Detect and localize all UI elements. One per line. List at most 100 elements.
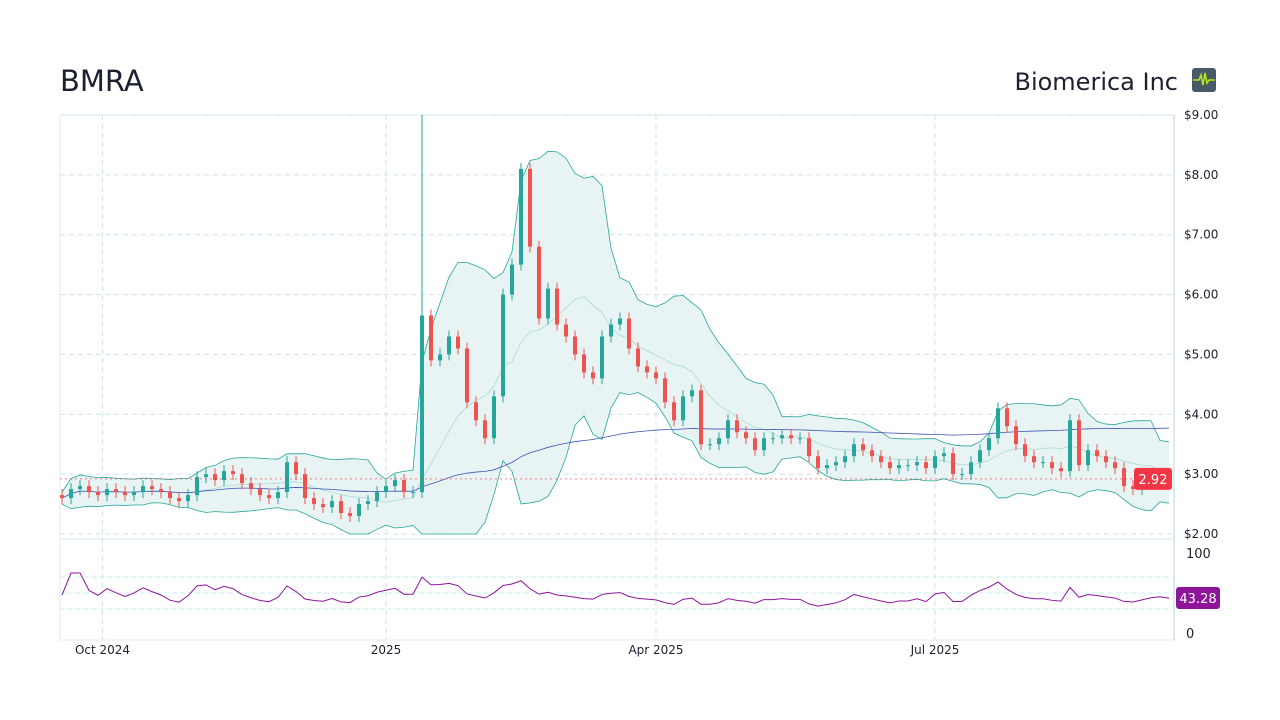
- rsi-tick-label: 0: [1186, 627, 1194, 642]
- sma-long: [61, 427, 1170, 499]
- candle-body: [663, 378, 667, 403]
- candle-body: [798, 438, 802, 440]
- heartbeat-icon: [1192, 68, 1216, 92]
- y-tick-label: $4.00: [1184, 407, 1218, 421]
- candle-body: [1068, 420, 1072, 472]
- x-tick-label: Oct 2024: [75, 643, 130, 657]
- candle-body: [465, 348, 469, 403]
- candle-body: [897, 465, 901, 469]
- candle-body: [690, 390, 694, 397]
- candle-body: [753, 438, 757, 451]
- y-tick-label: $5.00: [1184, 347, 1218, 361]
- candle-body: [420, 315, 424, 493]
- candle-body: [483, 420, 487, 439]
- x-tick-label: 2025: [371, 643, 402, 657]
- candle-body: [177, 498, 181, 502]
- x-tick-label: Jul 2025: [910, 643, 960, 657]
- y-tick-label: $8.00: [1184, 168, 1218, 182]
- candle-body: [762, 438, 766, 451]
- candle-body: [960, 474, 964, 476]
- candle-body: [366, 501, 370, 505]
- candle-body: [501, 294, 505, 397]
- candle-body: [1023, 444, 1027, 457]
- candle-body: [1005, 408, 1009, 427]
- candle-body: [258, 489, 262, 496]
- candle-body: [222, 471, 226, 481]
- rsi-tick-label: 100: [1186, 547, 1211, 562]
- candle-body: [519, 168, 523, 265]
- candle-body: [393, 480, 397, 487]
- candle-body: [276, 492, 280, 499]
- y-tick-label: $7.00: [1184, 228, 1218, 242]
- candle-body: [591, 372, 595, 379]
- candle-body: [69, 489, 73, 499]
- candle-body: [1032, 456, 1036, 463]
- candle-body: [870, 450, 874, 457]
- y-tick-label: $3.00: [1184, 467, 1218, 481]
- bollinger-mid: [61, 296, 1170, 503]
- candle-body: [159, 489, 163, 493]
- y-tick-label: $2.00: [1184, 527, 1218, 541]
- candle-body: [951, 453, 955, 475]
- candle-body: [339, 501, 343, 514]
- candle-body: [114, 489, 118, 493]
- candle-body: [825, 465, 829, 469]
- candle-body: [546, 288, 550, 319]
- candle-body: [87, 486, 91, 493]
- candle-body: [708, 444, 712, 446]
- candle-body: [321, 504, 325, 508]
- candle-body: [843, 456, 847, 463]
- bollinger-fill: [62, 151, 1169, 535]
- bollinger-lower: [61, 392, 1170, 535]
- y-tick-label: $6.00: [1184, 288, 1218, 302]
- candle-body: [348, 513, 352, 517]
- candle-body: [132, 492, 136, 496]
- candle-body: [447, 336, 451, 355]
- candle-body: [231, 471, 235, 475]
- candle-body: [942, 453, 946, 457]
- candle-body: [771, 438, 775, 440]
- candle-body: [105, 489, 109, 496]
- candle-body: [726, 420, 730, 439]
- candle-body: [816, 456, 820, 469]
- candle-body: [249, 483, 253, 490]
- candle-body: [1014, 426, 1018, 445]
- candle-body: [915, 462, 919, 466]
- rsi-badge: [1176, 587, 1220, 609]
- candle-body: [285, 462, 289, 493]
- candle-body: [1041, 462, 1045, 464]
- ticker-symbol: BMRA: [60, 64, 144, 98]
- candle-body: [438, 354, 442, 361]
- candle-body: [564, 324, 568, 337]
- candle-body: [582, 354, 586, 373]
- candle-body: [1104, 456, 1108, 463]
- candle-body: [528, 168, 532, 247]
- candle-body: [1059, 468, 1063, 472]
- candle-body: [1086, 450, 1090, 466]
- candle-body: [1077, 420, 1081, 466]
- candle-body: [681, 396, 685, 421]
- candle-body: [735, 420, 739, 433]
- candle-body: [429, 315, 433, 361]
- candle-body: [312, 498, 316, 505]
- candle-body: [303, 474, 307, 499]
- candle-body: [213, 474, 217, 481]
- candle-body: [717, 438, 721, 445]
- candle-body: [879, 456, 883, 463]
- candle-body: [267, 495, 271, 499]
- candle-body: [96, 492, 100, 496]
- candle-body: [204, 474, 208, 478]
- candle-body: [780, 435, 784, 439]
- candle-body: [78, 486, 82, 490]
- candle-body: [195, 477, 199, 496]
- candle-body: [609, 324, 613, 337]
- candle-body: [645, 366, 649, 373]
- y-tick-label: $9.00: [1184, 108, 1218, 122]
- candle-body: [789, 435, 793, 439]
- candle-body: [150, 486, 154, 490]
- candle-body: [357, 504, 361, 517]
- x-tick-label: Apr 2025: [628, 643, 683, 657]
- candle-body: [807, 438, 811, 457]
- last-price-label: 2.92: [1139, 473, 1168, 488]
